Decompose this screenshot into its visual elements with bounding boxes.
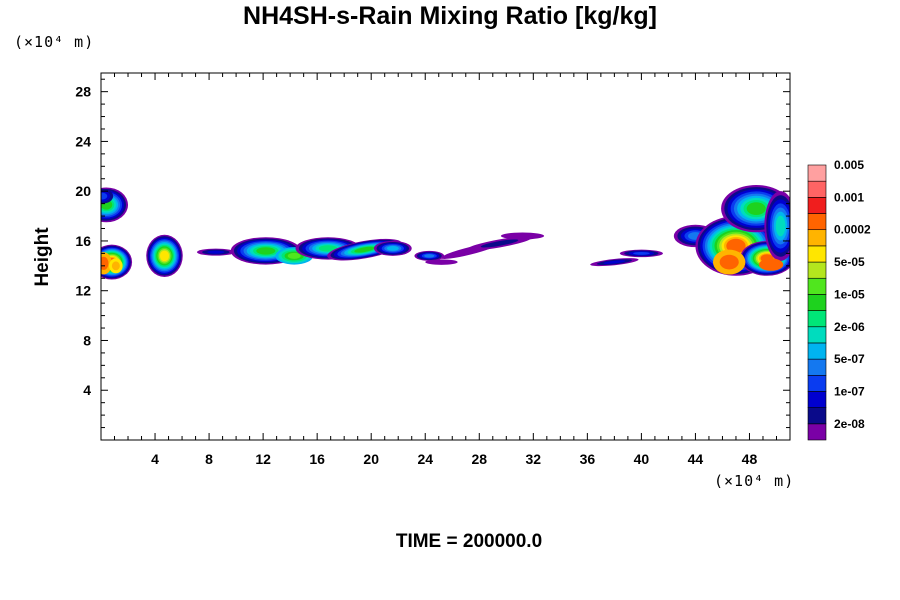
colorbar-label: 5e-05: [834, 255, 865, 269]
colorbar-swatch: [807, 310, 827, 328]
y-unit-label: (×10⁴ m): [14, 33, 95, 51]
plot-frame: [100, 72, 791, 441]
y-tick-label: 12: [75, 283, 91, 299]
time-value: 200000.0: [462, 531, 543, 552]
colorbar-label: 1e-07: [834, 384, 865, 398]
colorbar-swatch: [807, 164, 827, 182]
x-tick-label: 48: [742, 451, 758, 467]
x-tick-label: 28: [471, 451, 487, 467]
colorbar-swatch: [807, 391, 827, 408]
colorbar-swatch: [807, 423, 827, 441]
colorbar-swatch: [807, 180, 827, 198]
x-tick-label: 16: [309, 451, 325, 467]
field-contour: [480, 239, 519, 248]
colorbar-swatch: [807, 229, 827, 247]
field-contour: [633, 251, 650, 255]
field-contour: [256, 247, 276, 255]
colorbar-swatch: [807, 407, 827, 425]
field-contour: [111, 261, 120, 271]
x-tick-label: 8: [205, 451, 213, 467]
colorbar-label: 0.0002: [834, 223, 871, 237]
x-tick-label: 12: [255, 451, 271, 467]
colorbar-swatch: [807, 197, 827, 214]
colorbar-swatch: [807, 326, 827, 344]
time-label: TIME = 200000.0: [0, 531, 900, 553]
x-unit-label: (×10⁴ m): [714, 472, 795, 490]
colorbar: 2e-08 1e-07 5e-07 2e-06 1e-05 5e-05 0.0002 0.00…: [807, 158, 871, 441]
field-contour: [101, 256, 109, 270]
colorbar-label: 0.001: [834, 190, 864, 204]
x-tick-label: 20: [363, 451, 379, 467]
colorbar-label: 2e-06: [834, 320, 865, 334]
colorbar-swatch: [807, 245, 827, 263]
field-contour: [775, 215, 786, 237]
colorbar-swatch: [807, 261, 827, 279]
field-contour: [726, 238, 746, 254]
x-tick-label: 4: [151, 451, 159, 467]
time-prefix: TIME =: [395, 531, 458, 552]
field-contour: [746, 202, 766, 216]
mixing-ratio-field: [101, 184, 790, 280]
field-contour: [424, 254, 435, 258]
colorbar-swatch: [807, 213, 827, 231]
colorbar-label: 5e-07: [834, 352, 865, 366]
y-tick-label: 20: [75, 183, 91, 199]
x-tick-label: 24: [417, 451, 433, 467]
chart-title: NH4SH-s-Rain Mixing Ratio [kg/kg]: [243, 2, 657, 30]
x-tick-label: 44: [688, 451, 704, 467]
colorbar-swatch: [807, 358, 827, 376]
field-contour: [207, 250, 225, 254]
field-contour: [287, 252, 301, 259]
colorbar-swatch: [807, 342, 827, 360]
x-tick-label: 40: [634, 451, 650, 467]
y-tick-label: 16: [75, 233, 91, 249]
field-contour: [758, 258, 784, 271]
y-tick-label: 24: [75, 133, 91, 149]
y-tick-label: 4: [83, 382, 91, 398]
y-tick-label: 28: [75, 84, 91, 100]
field-contour: [318, 245, 338, 252]
x-tick-label: 36: [580, 451, 596, 467]
field-contour: [101, 192, 108, 200]
colorbar-swatch: [807, 374, 827, 392]
field-contour: [159, 250, 170, 262]
colorbar-swatch: [807, 277, 827, 295]
field-contour: [719, 254, 739, 270]
y-tick-label: 8: [83, 332, 91, 348]
colorbar-label: 1e-05: [834, 287, 865, 301]
field-contour: [425, 259, 458, 265]
x-tick-label: 32: [526, 451, 542, 467]
colorbar-label: 0.005: [834, 158, 864, 172]
field-contour: [354, 246, 375, 253]
field-contour: [603, 260, 626, 264]
field-contour: [386, 246, 399, 251]
field-contour: [500, 232, 545, 240]
colorbar-swatch: [807, 294, 827, 311]
colorbar-label: 2e-08: [834, 417, 865, 431]
